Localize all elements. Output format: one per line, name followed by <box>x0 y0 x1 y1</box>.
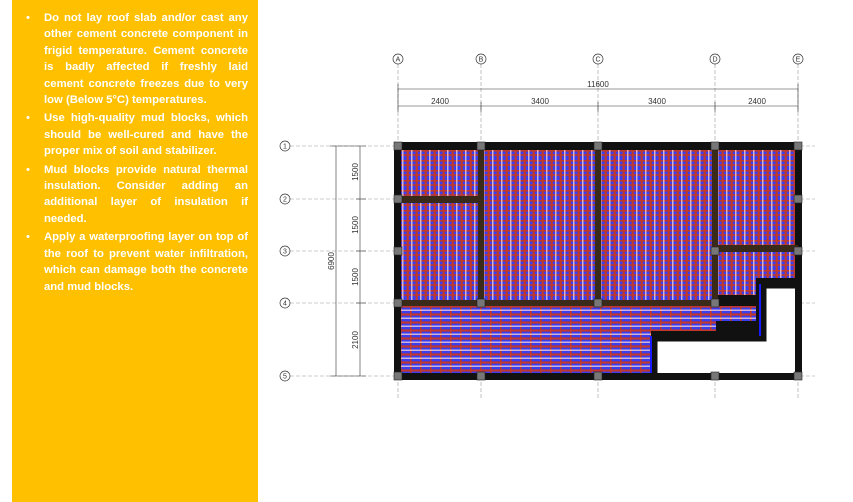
note-item: • Do not lay roof slab and/or cast any ot… <box>22 10 248 108</box>
beam-d <box>712 146 718 303</box>
grid-label-e: E <box>796 57 801 64</box>
roof-plan-drawing: A B C D E 1 2 3 4 5 11600 2400 3400 3400… <box>279 53 815 400</box>
panel-bottom <box>401 306 756 373</box>
dim-bay-bc: 3400 <box>531 97 549 106</box>
note-text: Mud blocks provide natural thermal insul… <box>44 163 248 225</box>
grid-label-a: A <box>396 57 401 64</box>
grid-label-c: C <box>595 57 600 64</box>
grid-bubble-2 <box>279 193 291 205</box>
grid-bubble-c <box>592 53 604 65</box>
grid-label-3: 3 <box>283 249 287 256</box>
dim-bay-cd: 3400 <box>648 97 666 106</box>
note-text: Do not lay roof slab and/or cast any oth… <box>44 12 248 107</box>
beam-2 <box>398 196 481 203</box>
void-wall <box>652 283 795 373</box>
grid-bubble-e <box>792 53 804 65</box>
bullet: • <box>26 12 30 24</box>
notes-panel: • Do not lay roof slab and/or cast any ot… <box>12 0 258 502</box>
mud-block-panels <box>401 150 795 373</box>
columns <box>393 141 803 381</box>
beam-3 <box>715 245 798 252</box>
bullet: • <box>26 163 30 176</box>
dim-bay-45: 2100 <box>351 331 360 349</box>
panel-a2 <box>401 203 478 300</box>
grid-label-4: 4 <box>283 301 287 308</box>
grid-bubble-d <box>709 53 721 65</box>
panel-b1 <box>484 150 595 300</box>
bullet: • <box>26 231 30 244</box>
row-grid-bubbles: 1 2 3 4 5 <box>279 140 291 382</box>
horizontal-dimensions <box>397 84 799 112</box>
note-item: • Apply a waterproofing layer on top of t… <box>22 229 248 295</box>
dim-bay-12: 1500 <box>351 163 360 181</box>
grid-bubble-4 <box>279 297 291 309</box>
note-item: • Mud blocks provide natural thermal insu… <box>22 162 248 228</box>
grid-label-2: 2 <box>283 197 287 204</box>
notes-list: • Do not lay roof slab and/or cast any ot… <box>22 10 248 295</box>
dim-bay-de: 2400 <box>748 97 766 106</box>
void-area <box>655 286 795 373</box>
note-text: Use high-quality mud blocks, which shoul… <box>44 112 248 158</box>
panel-a1 <box>401 150 478 196</box>
beam-b <box>478 146 484 303</box>
dim-bay-ab: 2400 <box>431 97 449 106</box>
grid-bubble-a <box>392 53 404 65</box>
column-grid-bubbles: A B C D E <box>392 53 804 65</box>
vertical-dimensions <box>330 145 366 377</box>
grid-label-b: B <box>479 57 484 64</box>
beam-c <box>595 146 601 303</box>
grid-bubble-5 <box>279 370 291 382</box>
grid-label-d: D <box>712 57 717 64</box>
note-item: • Use high-quality mud blocks, which shou… <box>22 110 248 159</box>
grid-label-5: 5 <box>283 374 287 381</box>
bullet: • <box>26 112 30 125</box>
grid-bubble-b <box>475 53 487 65</box>
beams <box>398 146 798 306</box>
panel-d1 <box>718 150 795 245</box>
dim-bay-34: 1500 <box>351 268 360 286</box>
beam-4 <box>398 300 716 306</box>
dim-total-height: 6900 <box>327 252 336 270</box>
dim-total-width: 11600 <box>587 80 609 89</box>
grid-label-1: 1 <box>283 144 287 151</box>
note-text: Apply a waterproofing layer on top of th… <box>44 231 248 293</box>
panel-d2 <box>718 252 795 295</box>
panel-c1 <box>601 150 712 300</box>
grid-bubble-1 <box>279 140 291 152</box>
dim-bay-23: 1500 <box>351 216 360 234</box>
grid-bubble-3 <box>279 245 291 257</box>
